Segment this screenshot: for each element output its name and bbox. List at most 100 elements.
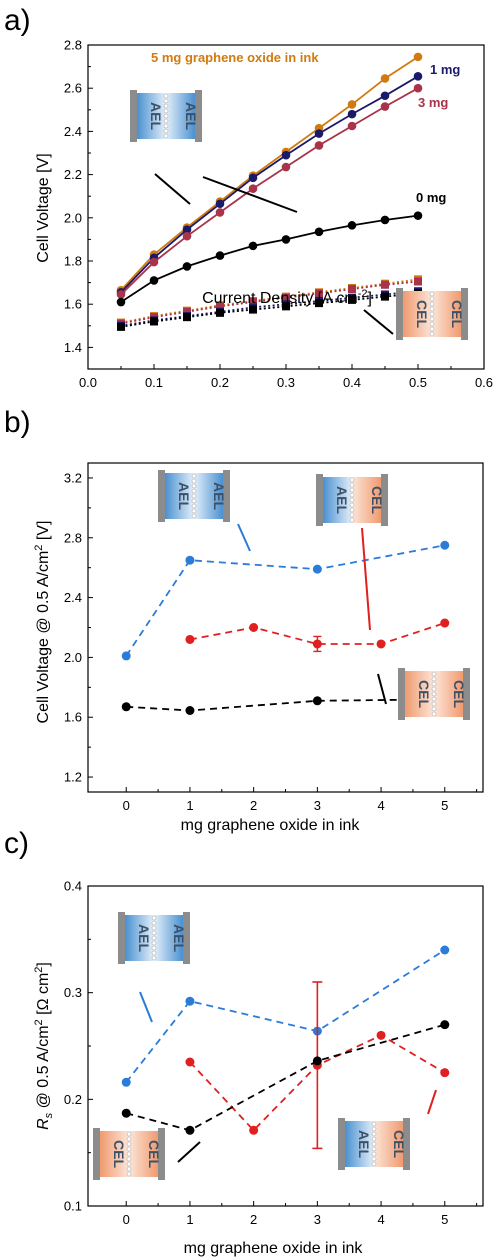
interface-particle: [151, 935, 157, 941]
data-point: [440, 1020, 450, 1030]
interface-particle: [349, 507, 355, 513]
data-point: [149, 276, 159, 285]
y-tick-label: 0.4: [64, 879, 82, 894]
membrane-layer-left: [100, 1131, 129, 1177]
plot-frame: [87, 462, 484, 793]
x-tick-label: 0.2: [211, 375, 229, 390]
interface-particle: [429, 306, 435, 312]
membrane-schematic: CEL CEL: [93, 1128, 165, 1180]
legend-label-3mg: 3 mg: [418, 95, 448, 110]
interface-particle: [349, 512, 355, 518]
data-point: [282, 302, 290, 311]
annotation-pointer: [363, 309, 394, 335]
panel-b-xlabel: mg graphene oxide in ink: [181, 817, 361, 834]
interface-particle: [431, 711, 437, 717]
membrane-label-right: CEL: [449, 300, 465, 328]
data-point: [314, 129, 324, 138]
x-tick-label: 2: [250, 798, 257, 813]
panel-c-ylabel: Rs @ 0.5 A/cm2 [Ω cm2]: [33, 962, 55, 1130]
x-tick-label: 4: [377, 798, 384, 813]
interface-particle: [349, 517, 355, 523]
series-line: [120, 214, 419, 303]
series-line: [120, 75, 419, 293]
y-tick-label: 2.0: [64, 210, 82, 225]
series-line: [189, 622, 446, 645]
interface-particle: [163, 113, 169, 119]
data-point: [117, 322, 125, 331]
membrane-layer-left: [405, 671, 434, 717]
electrode-left: [338, 1118, 345, 1170]
data-point: [380, 91, 390, 101]
panel-b-label: b): [4, 406, 31, 439]
interface-particle: [151, 940, 157, 946]
data-point: [413, 83, 423, 93]
interface-particle: [349, 492, 355, 498]
data-point: [215, 251, 225, 260]
data-point: [249, 298, 257, 307]
interface-particle: [429, 316, 435, 322]
interface-particle: [431, 696, 437, 702]
interface-particle: [431, 681, 437, 687]
data-point: [116, 290, 126, 299]
interface-particle: [151, 955, 157, 961]
interface-particle: [126, 1131, 132, 1137]
interface-particle: [191, 513, 197, 519]
interface-particle: [163, 108, 169, 114]
data-point: [248, 184, 258, 193]
interface-particle: [163, 123, 169, 129]
data-point: [121, 1077, 131, 1087]
membrane-layer-right: [434, 671, 463, 717]
interface-particle: [349, 482, 355, 488]
x-tick-label: 4: [377, 1212, 384, 1227]
membrane-schematic: AEL CEL: [338, 1118, 410, 1170]
data-point: [314, 141, 324, 150]
membrane-label-left: AEL: [334, 486, 350, 514]
interface-particle: [191, 493, 197, 499]
data-point: [312, 564, 322, 574]
interface-particle: [371, 1141, 377, 1147]
x-tick-label: 0.3: [277, 375, 295, 390]
data-point: [182, 231, 192, 241]
data-point: [182, 225, 192, 234]
interface-particle: [151, 930, 157, 936]
interface-particle: [191, 488, 197, 494]
interface-particle: [429, 291, 435, 297]
electrode-left: [396, 288, 403, 340]
membrane-layer-left: [345, 1121, 374, 1167]
interface-particle: [151, 925, 157, 931]
data-point: [216, 308, 224, 317]
electrode-right: [461, 288, 468, 340]
y-tick-label: 1.4: [64, 340, 82, 355]
membrane-label-left: AEL: [136, 924, 152, 952]
membrane-layer-right: [432, 291, 461, 337]
membrane-layer-left: [125, 915, 154, 961]
data-point: [183, 307, 191, 316]
annotation-pointer: [427, 1089, 437, 1115]
legend-label-1mg: 1 mg: [430, 62, 460, 77]
x-tick-label: 5: [441, 1212, 448, 1227]
interface-particle: [191, 498, 197, 504]
electrode-left: [130, 90, 137, 142]
annotation-pointer: [361, 527, 371, 631]
interface-particle: [126, 1146, 132, 1152]
data-point: [315, 289, 323, 298]
data-point: [185, 1125, 195, 1135]
membrane-label-right: CEL: [369, 486, 385, 514]
interface-particle: [191, 483, 197, 489]
membrane-layer-right: [129, 1131, 158, 1177]
data-point: [380, 102, 390, 111]
series-line: [120, 87, 419, 296]
interface-particle: [371, 1126, 377, 1132]
data-point: [182, 262, 192, 271]
membrane-label-right: AEL: [171, 924, 187, 952]
membrane-layer-left: [323, 477, 352, 523]
electrode-right: [195, 90, 202, 142]
x-tick-label: 3: [314, 1212, 321, 1227]
y-tick-label: 0.1: [64, 1199, 82, 1214]
interface-particle: [371, 1136, 377, 1142]
x-tick-label: 0.4: [343, 375, 361, 390]
interface-particle: [126, 1161, 132, 1167]
electrode-right: [223, 470, 230, 522]
panel-c-chart: 0 1 2 3 4 5 0.1 0.2 0.3 0.4 AEL AEL CEL CEL AEL CEL: [64, 879, 484, 1227]
